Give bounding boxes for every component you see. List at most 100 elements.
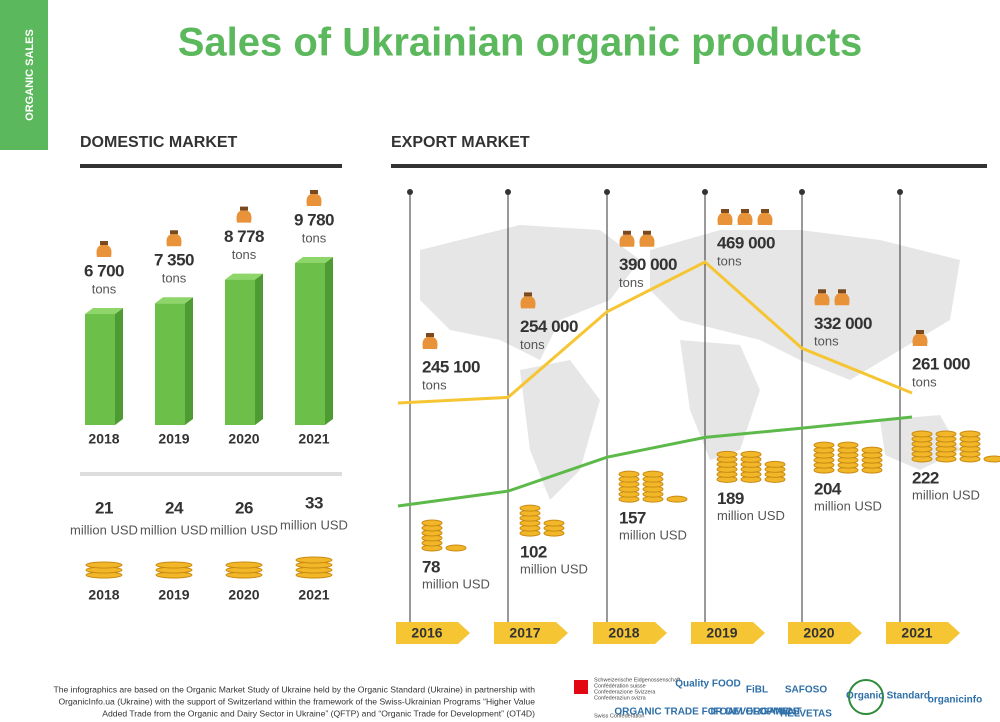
year-arrow bbox=[396, 622, 470, 644]
timeline-dot bbox=[702, 189, 708, 195]
coin bbox=[85, 561, 123, 569]
value-label: 33 bbox=[305, 493, 323, 512]
money-bag-tie bbox=[721, 209, 729, 213]
unit-label: tons bbox=[302, 230, 327, 245]
timeline-dot bbox=[407, 189, 413, 195]
money-bag bbox=[639, 234, 655, 247]
money-bag bbox=[520, 296, 536, 309]
coin bbox=[861, 446, 883, 454]
money-bag bbox=[96, 245, 112, 258]
value-label: 102 bbox=[520, 543, 547, 562]
unit-label: million USD bbox=[717, 508, 785, 523]
unit-label: million USD bbox=[140, 522, 208, 537]
footer-text: Added Trade from the Organic and Dairy S… bbox=[102, 708, 535, 718]
timeline-dot bbox=[799, 189, 805, 195]
money-bag-tie bbox=[170, 230, 178, 235]
bar bbox=[85, 314, 115, 425]
year-label: 2018 bbox=[88, 431, 119, 447]
logo: Organic Standard bbox=[846, 691, 930, 702]
value-label: 332 000 bbox=[814, 314, 872, 333]
logo-circle bbox=[848, 679, 884, 715]
coin bbox=[716, 450, 738, 458]
coin bbox=[764, 460, 786, 468]
underline bbox=[391, 164, 987, 168]
logo: ORGANIC TRADE FOR DEVELOPMENT bbox=[614, 707, 801, 718]
coin bbox=[445, 544, 467, 552]
bar-side bbox=[325, 257, 333, 425]
coin bbox=[740, 450, 762, 458]
money-bag-tie bbox=[916, 329, 924, 334]
unit-label: million USD bbox=[422, 576, 490, 591]
unit-label: million USD bbox=[70, 522, 138, 537]
value-label: 261 000 bbox=[912, 354, 970, 373]
swiss-text: Confédération suisse bbox=[594, 683, 646, 689]
timeline-dot bbox=[604, 189, 610, 195]
money-bag-tie bbox=[310, 190, 318, 194]
coin bbox=[421, 519, 443, 527]
money-bag bbox=[619, 234, 635, 247]
year-label: 2020 bbox=[228, 587, 259, 603]
money-bag-tie bbox=[643, 230, 651, 235]
year-arrow bbox=[494, 622, 568, 644]
money-bag bbox=[166, 234, 182, 247]
year-label: 2021 bbox=[298, 587, 329, 603]
year-arrow bbox=[691, 622, 765, 644]
year-label: 2021 bbox=[298, 431, 329, 447]
swiss-text: Confederazione Svizzera bbox=[594, 689, 656, 695]
money-bag-tie bbox=[741, 209, 749, 213]
bar-top bbox=[225, 273, 263, 280]
coin bbox=[837, 441, 859, 449]
unit-label: million USD bbox=[280, 517, 348, 532]
bar-side bbox=[255, 273, 263, 425]
value-label: 469 000 bbox=[717, 233, 775, 252]
year-arrow bbox=[886, 622, 960, 644]
money-bag bbox=[834, 293, 850, 306]
money-bag bbox=[814, 293, 830, 306]
logo: Quality FOOD bbox=[675, 679, 741, 690]
bar-side bbox=[115, 308, 123, 425]
value-label: 189 bbox=[717, 489, 744, 508]
year-label: 2016 bbox=[411, 625, 442, 641]
money-bag bbox=[422, 337, 438, 349]
year-label: 2020 bbox=[228, 431, 259, 447]
unit-label: million USD bbox=[210, 522, 278, 537]
footer-text: The infographics are based on the Organi… bbox=[53, 684, 535, 694]
value-label: 9 780 bbox=[294, 210, 334, 229]
unit-label: tons bbox=[162, 271, 187, 286]
year-label: 2019 bbox=[158, 431, 189, 447]
money-bag-tie bbox=[426, 333, 434, 337]
series-line bbox=[397, 415, 913, 508]
unit-label: million USD bbox=[619, 528, 687, 543]
coin bbox=[813, 441, 835, 449]
unit-label: tons bbox=[912, 374, 937, 389]
money-bag bbox=[757, 213, 773, 225]
year-label: 2019 bbox=[158, 587, 189, 603]
unit-label: tons bbox=[232, 247, 257, 262]
unit-label: tons bbox=[520, 337, 545, 352]
unit-label: million USD bbox=[912, 487, 980, 502]
domestic-heading: DOMESTIC MARKET bbox=[80, 134, 238, 151]
value-label: 245 100 bbox=[422, 357, 480, 376]
logo: HELVETAS bbox=[780, 709, 832, 720]
bar-top bbox=[155, 297, 193, 304]
swiss-text: Swiss Confederation bbox=[594, 713, 644, 719]
value-label: 26 bbox=[235, 498, 253, 517]
coin bbox=[618, 470, 640, 478]
value-label: 390 000 bbox=[619, 255, 677, 274]
value-label: 8 778 bbox=[224, 227, 264, 246]
coin bbox=[959, 430, 981, 438]
value-label: 204 bbox=[814, 480, 842, 499]
money-bag-tie bbox=[838, 289, 846, 294]
unit-label: tons bbox=[814, 334, 839, 349]
money-bag bbox=[912, 333, 928, 346]
money-bag-tie bbox=[818, 289, 826, 294]
swiss-flag bbox=[574, 680, 588, 694]
swiss-text: Confederaziun svizra bbox=[594, 695, 647, 701]
swiss-cross bbox=[575, 620, 587, 632]
side-tab-label: ORGANIC SALES bbox=[24, 29, 36, 121]
year-label: 2019 bbox=[706, 625, 737, 641]
bar bbox=[225, 279, 255, 425]
value-label: 6 700 bbox=[84, 262, 124, 281]
value-label: 78 bbox=[422, 557, 440, 576]
